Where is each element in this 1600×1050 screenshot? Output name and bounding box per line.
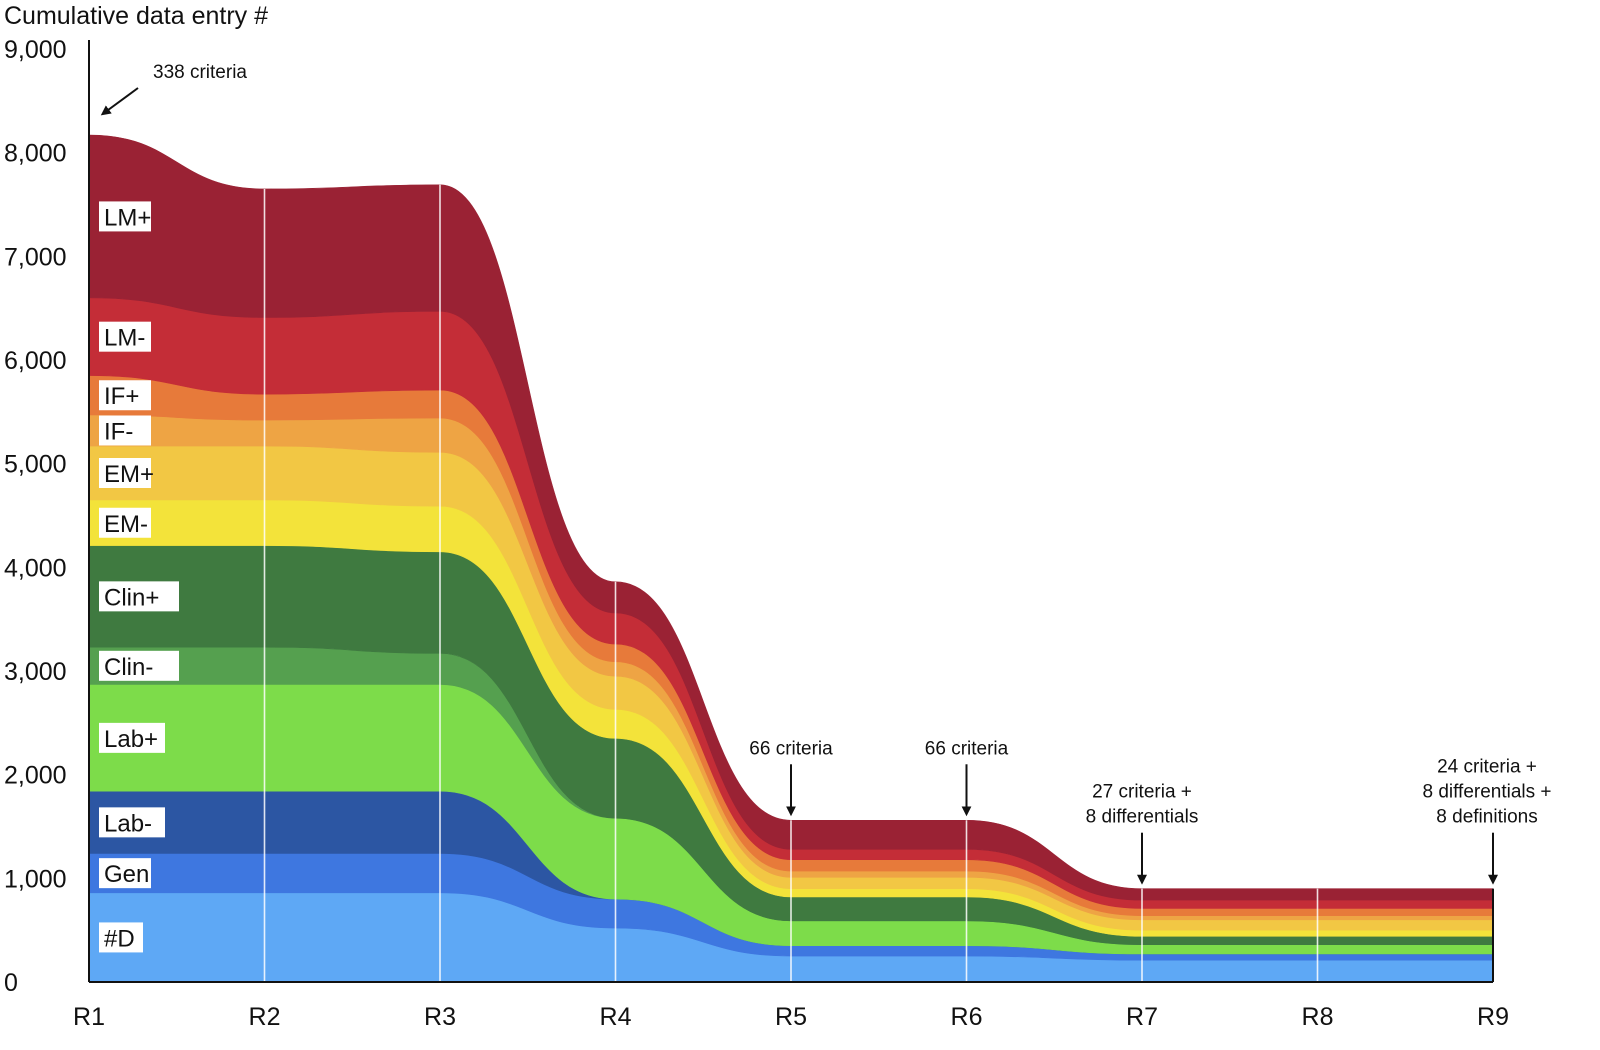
y-tick-label: 6,000	[4, 347, 67, 375]
series-label-box-if-minus	[99, 415, 151, 446]
series-label-box-em-plus	[99, 457, 151, 488]
series-label-if-minus: IF-	[104, 418, 133, 445]
series-label-box-gen	[99, 858, 151, 889]
series-label-em-plus: EM+	[104, 461, 154, 488]
series-label-lm-minus: LM-	[104, 325, 145, 352]
x-tick-label-r7: R7	[1126, 1003, 1158, 1031]
series-label-box-lab-minus	[99, 807, 165, 838]
series-label-box-clin-minus	[99, 650, 179, 681]
series-label-lab-minus: Lab-	[104, 810, 152, 837]
y-tick-label: 4,000	[4, 554, 67, 582]
annotation-2-line-0: 66 criteria	[925, 738, 1009, 759]
series-label-em-minus: EM-	[104, 511, 148, 538]
series-label-lab-plus: Lab+	[104, 726, 158, 753]
series-label-box-lm-plus	[99, 201, 151, 232]
series-label-clin-plus: Clin+	[104, 584, 159, 611]
annotation-0: 338 criteria	[153, 62, 247, 83]
x-tick-label-r2: R2	[249, 1003, 281, 1031]
y-tick-label: 5,000	[4, 451, 67, 479]
y-tick-label: 0	[4, 969, 18, 997]
x-tick-label-r5: R5	[775, 1003, 807, 1031]
series-label-clin-minus: Clin-	[104, 654, 153, 681]
y-tick-label: 3,000	[4, 658, 67, 686]
series-label-if-plus: IF+	[104, 383, 139, 410]
y-tick-label: 7,000	[4, 243, 67, 271]
y-tick-label: 9,000	[4, 36, 67, 64]
annotation-4-line-2: 8 definitions	[1436, 807, 1537, 828]
annotation-arrow-0	[100, 87, 139, 116]
y-tick-labels: 0 1,000 2,000 3,000 4,000 5,000 6,000 7,000 8,00…	[4, 36, 67, 997]
series-label-box-if-plus	[99, 380, 151, 411]
series-label-box-lm-minus	[99, 321, 151, 352]
y-tick-label: 2,000	[4, 762, 67, 790]
x-tick-label-r8: R8	[1302, 1003, 1334, 1031]
series-label-box-clin-plus	[99, 581, 179, 612]
x-tick-label-r1: R1	[73, 1003, 105, 1031]
y-tick-label: 8,000	[4, 140, 67, 168]
x-tick-label-r4: R4	[600, 1003, 632, 1031]
y-axis-title: Cumulative data entry #	[4, 2, 269, 30]
series-label-num-d: #D	[104, 925, 135, 952]
x-tick-label-r6: R6	[951, 1003, 983, 1031]
x-tick-label-r3: R3	[424, 1003, 456, 1031]
series-label-lm-plus: LM+	[104, 204, 151, 231]
annotations: 338 criteria 66 criteria 66 criteria 27 cri…	[100, 62, 1552, 885]
series-label-gen: Gen	[104, 861, 149, 888]
x-tick-labels: R1 R2 R3 R4 R5 R6 R7 R8 R9	[73, 1003, 1509, 1031]
series-label-box-lab-plus	[99, 722, 165, 753]
annotation-3-line-1: 8 differentials	[1086, 807, 1199, 828]
annotation-1-line-0: 66 criteria	[749, 738, 833, 759]
annotation-4-line-0: 24 criteria +	[1437, 757, 1537, 778]
x-tick-label-r9: R9	[1477, 1003, 1509, 1031]
series-labels: #D Gen Lab- Lab+ Clin- Clin+ EM- EM+ IF- IF+ LM- LM…	[99, 201, 179, 953]
vertical-gridlines	[263, 184, 1319, 982]
y-tick-label: 1,000	[4, 865, 67, 893]
series-label-box-em-minus	[99, 507, 151, 538]
annotation-3-line-0: 27 criteria +	[1092, 782, 1192, 803]
series-label-box-num-d	[99, 922, 143, 953]
annotation-4-line-1: 8 differentials +	[1422, 782, 1551, 803]
